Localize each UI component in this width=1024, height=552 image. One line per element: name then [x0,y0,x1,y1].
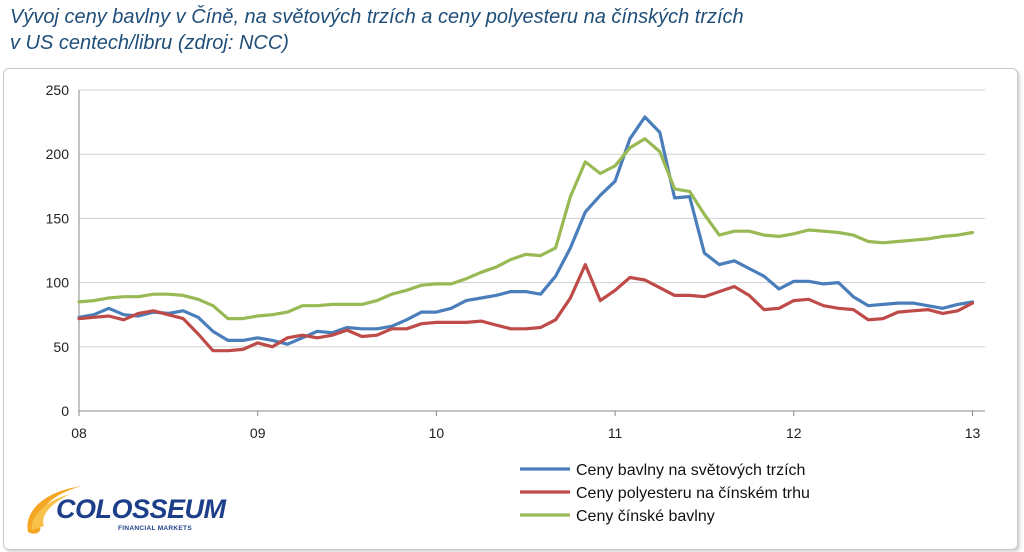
x-tick-label-08: 08 [71,425,87,441]
x-tick-label-12: 12 [786,425,802,441]
x-tick-label-13: 13 [965,425,981,441]
logo-swoosh-icon [27,486,82,534]
y-tick-label-100: 100 [46,275,70,291]
series-line-3 [77,137,975,321]
chart-title: Vývoj ceny bavlny v Číně, na světových t… [10,4,744,56]
gridlines [79,89,985,348]
legend-label-3: Ceny čínské bavlny [576,508,715,525]
series-line-1 [77,115,975,346]
logo-subtitle: FINANCIAL MARKETS [118,525,192,532]
legend-label-2: Ceny polyesteru na čínském trhu [576,485,810,502]
x-tick-label-11: 11 [608,425,623,441]
x-tick-label-09: 09 [250,425,266,441]
chart-title-line-1: Vývoj ceny bavlny v Číně, na světových t… [10,6,744,28]
legend: Ceny bavlny na světových trzích Ceny poly… [520,462,810,525]
chart-title-line-2: v US centech/libru (zdroj: NCC) [10,32,289,54]
logo-name: COLOSSEUM [56,494,226,524]
x-tick-label-10: 10 [429,425,445,441]
series-lines [77,115,975,353]
y-tick-label-50: 50 [53,339,69,355]
y-axis-ticks: 0 50 100 150 200 250 [46,82,70,419]
y-tick-label-150: 150 [46,210,70,226]
x-axis-ticks: 08 09 10 11 12 13 [71,411,980,441]
axes [78,90,985,412]
colosseum-logo: COLOSSEUM FINANCIAL MARKETS [22,480,242,542]
legend-label-1: Ceny bavlny na světových trzích [576,462,805,479]
series-line-2 [77,263,975,353]
y-tick-label-250: 250 [46,82,70,98]
y-tick-label-200: 200 [46,146,70,162]
y-tick-label-0: 0 [61,403,69,419]
